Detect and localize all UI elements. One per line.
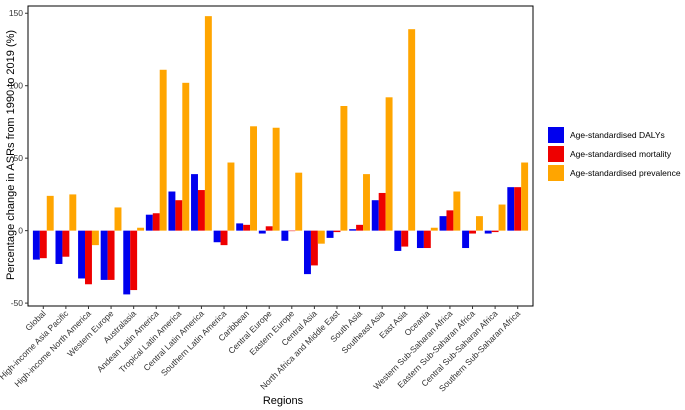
bar-dalys (439, 216, 447, 231)
bar-dalys (484, 230, 492, 234)
bar-dalys (326, 230, 334, 238)
bar-prevalence (363, 174, 370, 231)
bar-dalys (236, 223, 244, 231)
bar-mortality (152, 213, 160, 231)
plot-frame (27, 5, 534, 307)
bar-prevalence (137, 227, 145, 231)
y-tick-label: 50 (14, 153, 24, 163)
bar-mortality (39, 230, 47, 259)
bar-dalys (416, 230, 424, 249)
bar-mortality (514, 187, 522, 231)
bar-mortality (107, 230, 115, 280)
y-tick-label: -50 (11, 298, 24, 308)
bar-dalys (145, 214, 153, 231)
bar-prevalence (272, 127, 280, 231)
bar-prevalence (204, 16, 212, 231)
bar-prevalence (250, 126, 258, 231)
bar-prevalence (114, 207, 122, 231)
bar-mortality (446, 210, 454, 231)
bar-prevalence (408, 29, 416, 231)
bar-prevalence (46, 195, 54, 231)
bar-prevalence (182, 82, 190, 231)
legend-label: Age-standardised DALYs (570, 130, 665, 140)
bar-mortality (265, 226, 273, 231)
bar-mortality (356, 224, 364, 231)
bar-mortality (175, 200, 183, 231)
x-axis-title: Regions (263, 395, 304, 407)
bar-prevalence (317, 230, 325, 244)
bar-dalys (100, 230, 108, 280)
bar-prevalence (91, 230, 99, 246)
bar-mortality (491, 230, 499, 233)
bar-mortality (378, 192, 386, 231)
plot-area (27, 5, 534, 307)
bar-prevalence (475, 216, 483, 231)
bar-prevalence (453, 191, 461, 231)
legend-swatch (548, 165, 564, 181)
bar-mortality (423, 230, 431, 249)
bar-mortality (130, 230, 138, 291)
bar-mortality (62, 230, 70, 257)
legend-label: Age-standardised prevalence (570, 168, 681, 178)
bar-dalys (462, 230, 470, 249)
bar-mortality (85, 230, 92, 285)
legend-swatch (548, 146, 564, 162)
bar-dalys (213, 230, 221, 243)
bar-dalys (123, 230, 131, 295)
bar-dalys (32, 230, 40, 260)
bar-mortality (288, 230, 296, 232)
legend-swatch (548, 127, 564, 143)
bar-prevalence (385, 97, 393, 231)
bar-prevalence (340, 106, 348, 231)
bar-mortality (469, 230, 476, 234)
bar-dalys (371, 200, 379, 231)
bar-prevalence (69, 194, 77, 231)
bar-mortality (197, 190, 205, 231)
y-tick-label: 150 (9, 8, 23, 18)
bar-dalys (303, 230, 311, 275)
bar-dalys (191, 174, 198, 231)
legend-label: Age-standardised mortality (570, 149, 672, 159)
bar-dalys (281, 230, 289, 241)
bar-prevalence (521, 162, 529, 231)
bar-mortality (401, 230, 409, 247)
y-axis-title: Percentage change in ASRs from 1990 to 2… (5, 30, 17, 280)
bar-dalys (168, 191, 176, 231)
bar-mortality (333, 230, 341, 233)
bar-dalys (394, 230, 402, 251)
bar-dalys (258, 230, 266, 234)
bar-mortality (310, 230, 318, 266)
bar-prevalence (295, 172, 303, 231)
bar-dalys (349, 229, 357, 231)
y-tick-label: 0 (18, 226, 23, 236)
bar-mortality (220, 230, 228, 246)
bar-mortality (243, 224, 251, 231)
legend: Age-standardised DALYs Age-standardised m… (548, 127, 681, 181)
bar-prevalence (430, 227, 438, 231)
bar-dalys (78, 230, 86, 279)
bar-prevalence (159, 69, 167, 231)
y-axis: -50 0 50 100 150 (9, 8, 28, 308)
y-tick-label: 100 (9, 81, 23, 91)
bar-dalys (507, 187, 515, 231)
bar-dalys (55, 230, 63, 264)
bar-prevalence (227, 162, 235, 231)
bar-prevalence (498, 204, 506, 231)
